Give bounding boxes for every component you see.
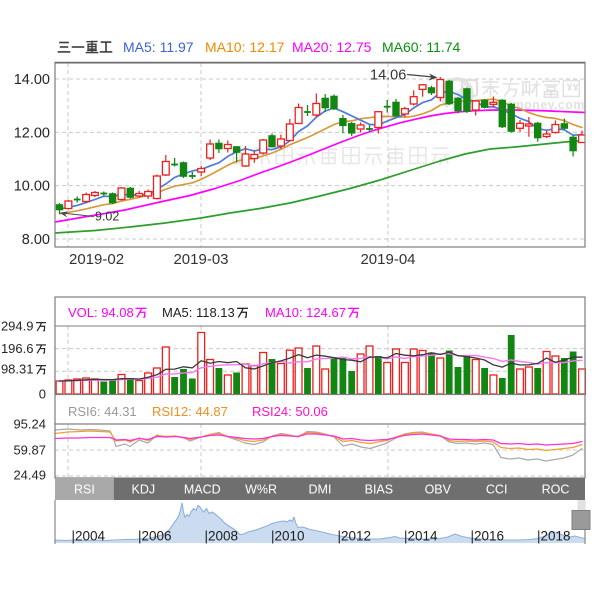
svg-text:196.6: 196.6 (1, 341, 34, 356)
svg-text:RSI: RSI (74, 483, 95, 497)
svg-text:|2012: |2012 (338, 529, 372, 544)
svg-text:OBV: OBV (425, 483, 452, 497)
svg-text:95.24: 95.24 (13, 417, 46, 432)
svg-text:MA60: 11.74: MA60: 11.74 (382, 39, 461, 55)
svg-text:2019-04: 2019-04 (360, 251, 415, 268)
svg-text:MA10: 124.67: MA10: 124.67 (265, 305, 346, 320)
svg-text:|2008: |2008 (205, 529, 239, 544)
svg-text:98.31: 98.31 (1, 362, 34, 377)
svg-text:9.02: 9.02 (95, 210, 119, 224)
svg-text:0: 0 (39, 387, 46, 402)
svg-text:24.49: 24.49 (13, 468, 46, 483)
svg-text:59.87: 59.87 (13, 443, 46, 458)
svg-text:DMI: DMI (309, 483, 332, 497)
svg-text:BIAS: BIAS (365, 483, 394, 497)
svg-text:MA10: 12.17: MA10: 12.17 (205, 39, 285, 55)
svg-text:MA5: 118.13: MA5: 118.13 (162, 305, 235, 320)
svg-text:KDJ: KDJ (132, 483, 156, 497)
svg-text:|2018: |2018 (537, 529, 571, 544)
svg-text:ROC: ROC (542, 483, 570, 497)
svg-text:RSI24: 50.06: RSI24: 50.06 (252, 404, 328, 419)
svg-text:MA5: 11.97: MA5: 11.97 (123, 39, 194, 55)
svg-text:12.00: 12.00 (14, 125, 50, 141)
svg-text:MA20: 12.75: MA20: 12.75 (292, 39, 372, 55)
svg-text:RSI12: 44.87: RSI12: 44.87 (152, 404, 228, 419)
svg-text:14.00: 14.00 (14, 72, 50, 88)
svg-text:|2010: |2010 (271, 529, 305, 544)
svg-text:W%R: W%R (245, 483, 277, 497)
svg-text:2019-02: 2019-02 (69, 251, 124, 268)
svg-text:RSI6: 44.31: RSI6: 44.31 (68, 404, 137, 419)
svg-text:CCI: CCI (486, 483, 508, 497)
svg-text:2019-03: 2019-03 (173, 251, 228, 268)
svg-text:VOL: 94.08: VOL: 94.08 (68, 305, 134, 320)
svg-text:294.9: 294.9 (1, 319, 34, 334)
svg-text:|2006: |2006 (138, 529, 172, 544)
svg-text:|2014: |2014 (404, 529, 438, 544)
svg-text:|2016: |2016 (471, 529, 505, 544)
svg-text:|2004: |2004 (72, 529, 106, 544)
svg-text:14.06: 14.06 (370, 68, 406, 84)
svg-text:8.00: 8.00 (22, 232, 50, 248)
svg-text:MACD: MACD (184, 483, 221, 497)
svg-text:10.00: 10.00 (14, 179, 50, 195)
